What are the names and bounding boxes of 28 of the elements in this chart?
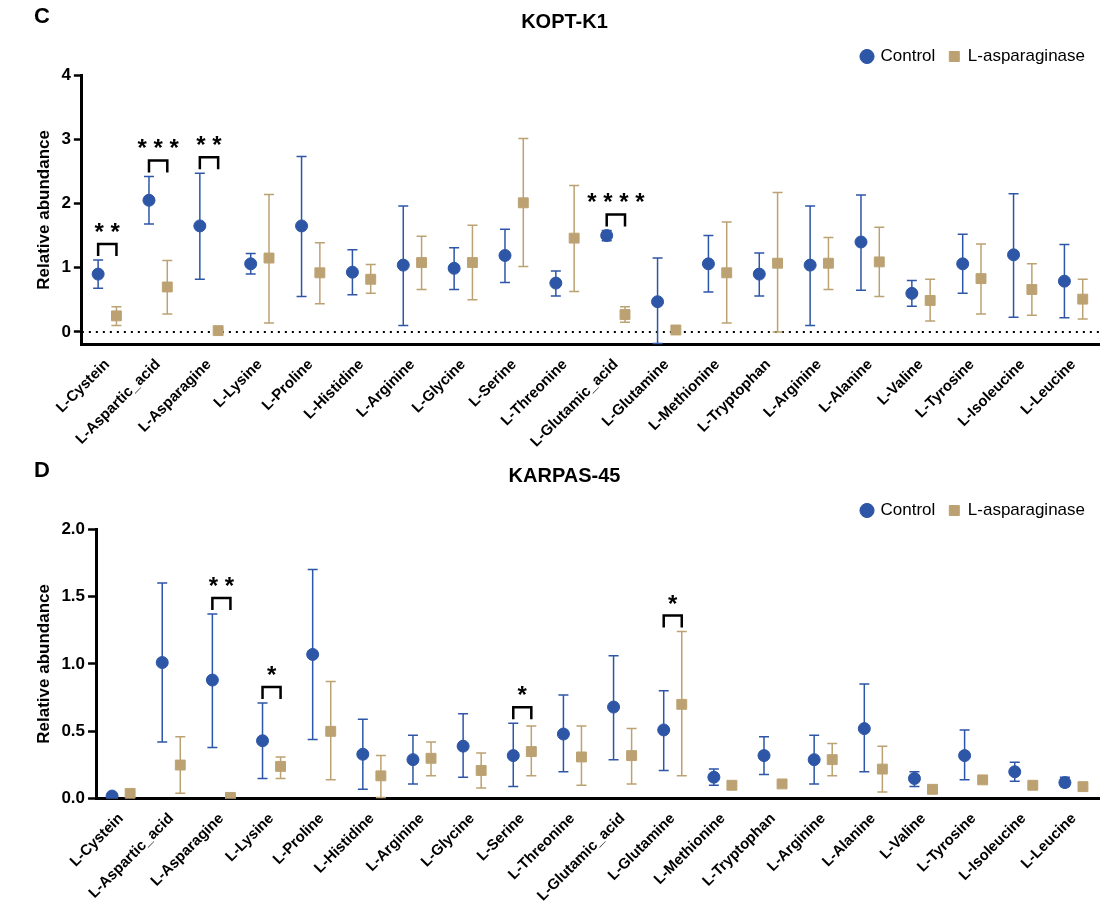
y-tick-label: 1.0 (61, 653, 86, 673)
y-tick-label: 0 (61, 321, 71, 341)
y-axis-title: Relative abundance (33, 584, 53, 744)
y-tick-label: 2.0 (61, 518, 86, 538)
annotation: * * * * (587, 188, 646, 216)
annotation: * (517, 681, 528, 709)
annotation: * (266, 660, 277, 688)
y-axis-title: Relative abundance (33, 130, 53, 290)
y-tick-label: 3 (61, 128, 71, 148)
legend-label: Control (880, 46, 936, 66)
y-tick-label: 0.5 (61, 721, 86, 740)
y-tick-label: 1 (61, 257, 71, 277)
annotation: * * (94, 217, 121, 245)
y-tick-label: 4 (61, 64, 72, 84)
y-tick-label: 2 (61, 193, 71, 213)
y-tick-label: 1.5 (61, 586, 86, 606)
y-tick-label: 0.0 (61, 788, 86, 808)
annotation: * * (196, 131, 223, 159)
annotation: * * (208, 571, 235, 599)
legend-label: Control (880, 500, 936, 520)
annotation: * (668, 589, 679, 617)
legend-label: L-asparaginase (967, 46, 1086, 66)
chart-title: KARPAS-45 (508, 463, 621, 486)
chart-title: KOPT-K1 (521, 9, 608, 32)
legend-label: L-asparaginase (967, 500, 1086, 520)
text: C (34, 3, 50, 29)
text: D (34, 457, 50, 483)
annotation: * * * (137, 134, 180, 162)
